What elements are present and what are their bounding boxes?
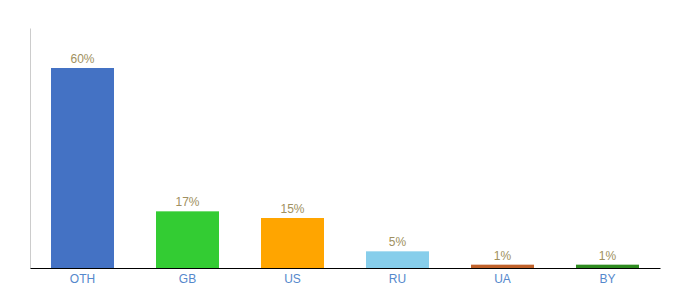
data-labels: 60% 17% 15% 5% 1% 1% [70, 52, 616, 263]
x-tick: US [284, 268, 301, 286]
x-tick: OTH [70, 268, 95, 286]
x-tick-label: BY [599, 272, 615, 286]
x-axis-line [31, 268, 661, 269]
chart: 60% 17% 15% 5% 1% 1% OTH GB US RU UA BY [0, 0, 680, 300]
data-label: 60% [70, 52, 94, 66]
x-tick: GB [179, 268, 196, 286]
bar [51, 68, 114, 268]
bar [366, 251, 429, 268]
x-tick: RU [389, 268, 406, 286]
bar [471, 265, 534, 268]
data-label: 17% [175, 195, 199, 209]
data-label: 1% [599, 249, 617, 263]
bar [576, 265, 639, 268]
y-axis [30, 29, 31, 269]
bars [51, 68, 639, 268]
x-axis: OTH GB US RU UA BY [31, 268, 661, 286]
x-tick: BY [599, 268, 615, 286]
bar [156, 211, 219, 268]
data-label: 5% [389, 235, 407, 249]
bar [261, 218, 324, 268]
x-tick-label: UA [494, 272, 511, 286]
data-label: 15% [280, 202, 304, 216]
x-tick-label: OTH [70, 272, 95, 286]
y-axis-line [30, 29, 31, 269]
x-tick: UA [494, 268, 511, 286]
x-tick-label: GB [179, 272, 196, 286]
x-tick-label: RU [389, 272, 406, 286]
x-tick-label: US [284, 272, 301, 286]
plot: 60% 17% 15% 5% 1% 1% OTH GB US RU UA BY [31, 29, 661, 286]
data-label: 1% [494, 249, 512, 263]
